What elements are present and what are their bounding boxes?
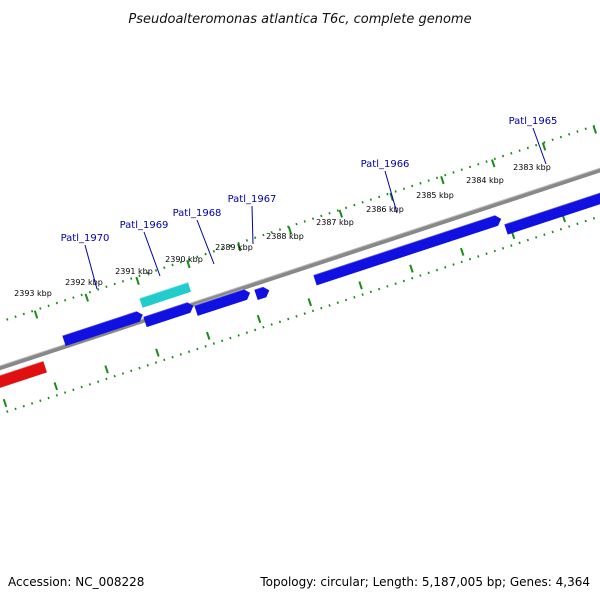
gene-label: Patl_1967 <box>228 194 277 205</box>
scale-label: 2387 kbp <box>316 218 354 227</box>
major-tick <box>84 293 90 302</box>
map-title: Pseudoalteromonas atlantica T6c, complet… <box>128 12 471 27</box>
rna-gene-bar-edge <box>139 281 189 299</box>
gene-leader-line <box>532 127 547 165</box>
backbone-highlight <box>0 167 600 367</box>
gene-arrow-edge <box>194 288 244 307</box>
rna-gene-bar <box>139 282 191 308</box>
inner-major-tick <box>53 382 59 391</box>
inner-major-tick <box>155 348 160 357</box>
gene-arrow <box>254 286 270 300</box>
gene-arrow <box>313 215 502 286</box>
gene-arrow-edge <box>313 214 495 276</box>
gene-leader-line <box>384 170 398 214</box>
scale-label: 2393 kbp <box>14 289 52 298</box>
scale-label: 2390 kbp <box>165 255 203 264</box>
inner-major-tick <box>459 247 465 256</box>
gene-leader-line <box>143 231 161 277</box>
backbone-line <box>0 167 600 371</box>
scale-label: 2384 kbp <box>466 176 504 185</box>
inner-major-tick <box>256 314 262 324</box>
gene-leader-line <box>251 205 254 245</box>
major-tick <box>236 243 242 252</box>
gene-arrow-edge <box>504 191 600 225</box>
gene-arrow <box>194 289 251 316</box>
major-tick <box>33 310 39 319</box>
gene-label: Patl_1965 <box>509 116 558 127</box>
gene-label: Patl_1968 <box>173 208 222 219</box>
major-tick <box>541 142 547 151</box>
gene-arrow <box>143 302 194 328</box>
inner-major-tick <box>409 264 414 273</box>
scale-label: 2391 kbp <box>115 267 153 276</box>
inner-major-tick <box>2 398 8 408</box>
major-tick <box>490 159 496 168</box>
major-tick <box>389 192 394 202</box>
gene-label: Patl_1966 <box>361 159 410 170</box>
inner-major-tick <box>205 331 211 340</box>
gene-leader-line <box>84 244 98 290</box>
scale-label: 2385 kbp <box>416 191 454 200</box>
reverse-gene-bar <box>0 361 47 388</box>
scale-label: 2383 kbp <box>513 163 551 172</box>
gene-arrow-edge <box>62 310 137 337</box>
gene-arrow-edge <box>254 286 264 291</box>
scale-label: 2392 kbp <box>65 278 103 287</box>
gene-leader-line <box>196 219 215 265</box>
gene-arrow <box>504 192 600 235</box>
major-tick <box>440 175 445 185</box>
gene-label: Patl_1969 <box>120 220 169 231</box>
inner-major-tick <box>307 298 313 307</box>
gene-arrow-edge <box>143 301 188 318</box>
major-tick <box>135 276 140 286</box>
scale-label: 2386 kbp <box>366 205 404 214</box>
gene-label: Patl_1970 <box>61 233 110 244</box>
inner-major-tick <box>358 281 363 290</box>
accession-text: Accession: NC_008228 <box>8 575 144 589</box>
gene-arrow <box>62 311 143 346</box>
major-tick <box>186 259 191 269</box>
inner-major-tick <box>104 365 109 374</box>
map-layer: 2383 kbp 2384 kbp 2385 kbp 2386 kbp 2387 kbp… <box>0 116 600 416</box>
major-tick <box>338 209 344 218</box>
genome-summary-text: Topology: circular; Length: 5,187,005 bp… <box>259 575 590 589</box>
reverse-gene-bar-edge <box>0 360 44 376</box>
scale-label: 2389 kbp <box>215 243 253 252</box>
scale-label: 2388 kbp <box>266 232 304 241</box>
major-tick <box>592 125 598 134</box>
major-tick <box>287 226 293 235</box>
